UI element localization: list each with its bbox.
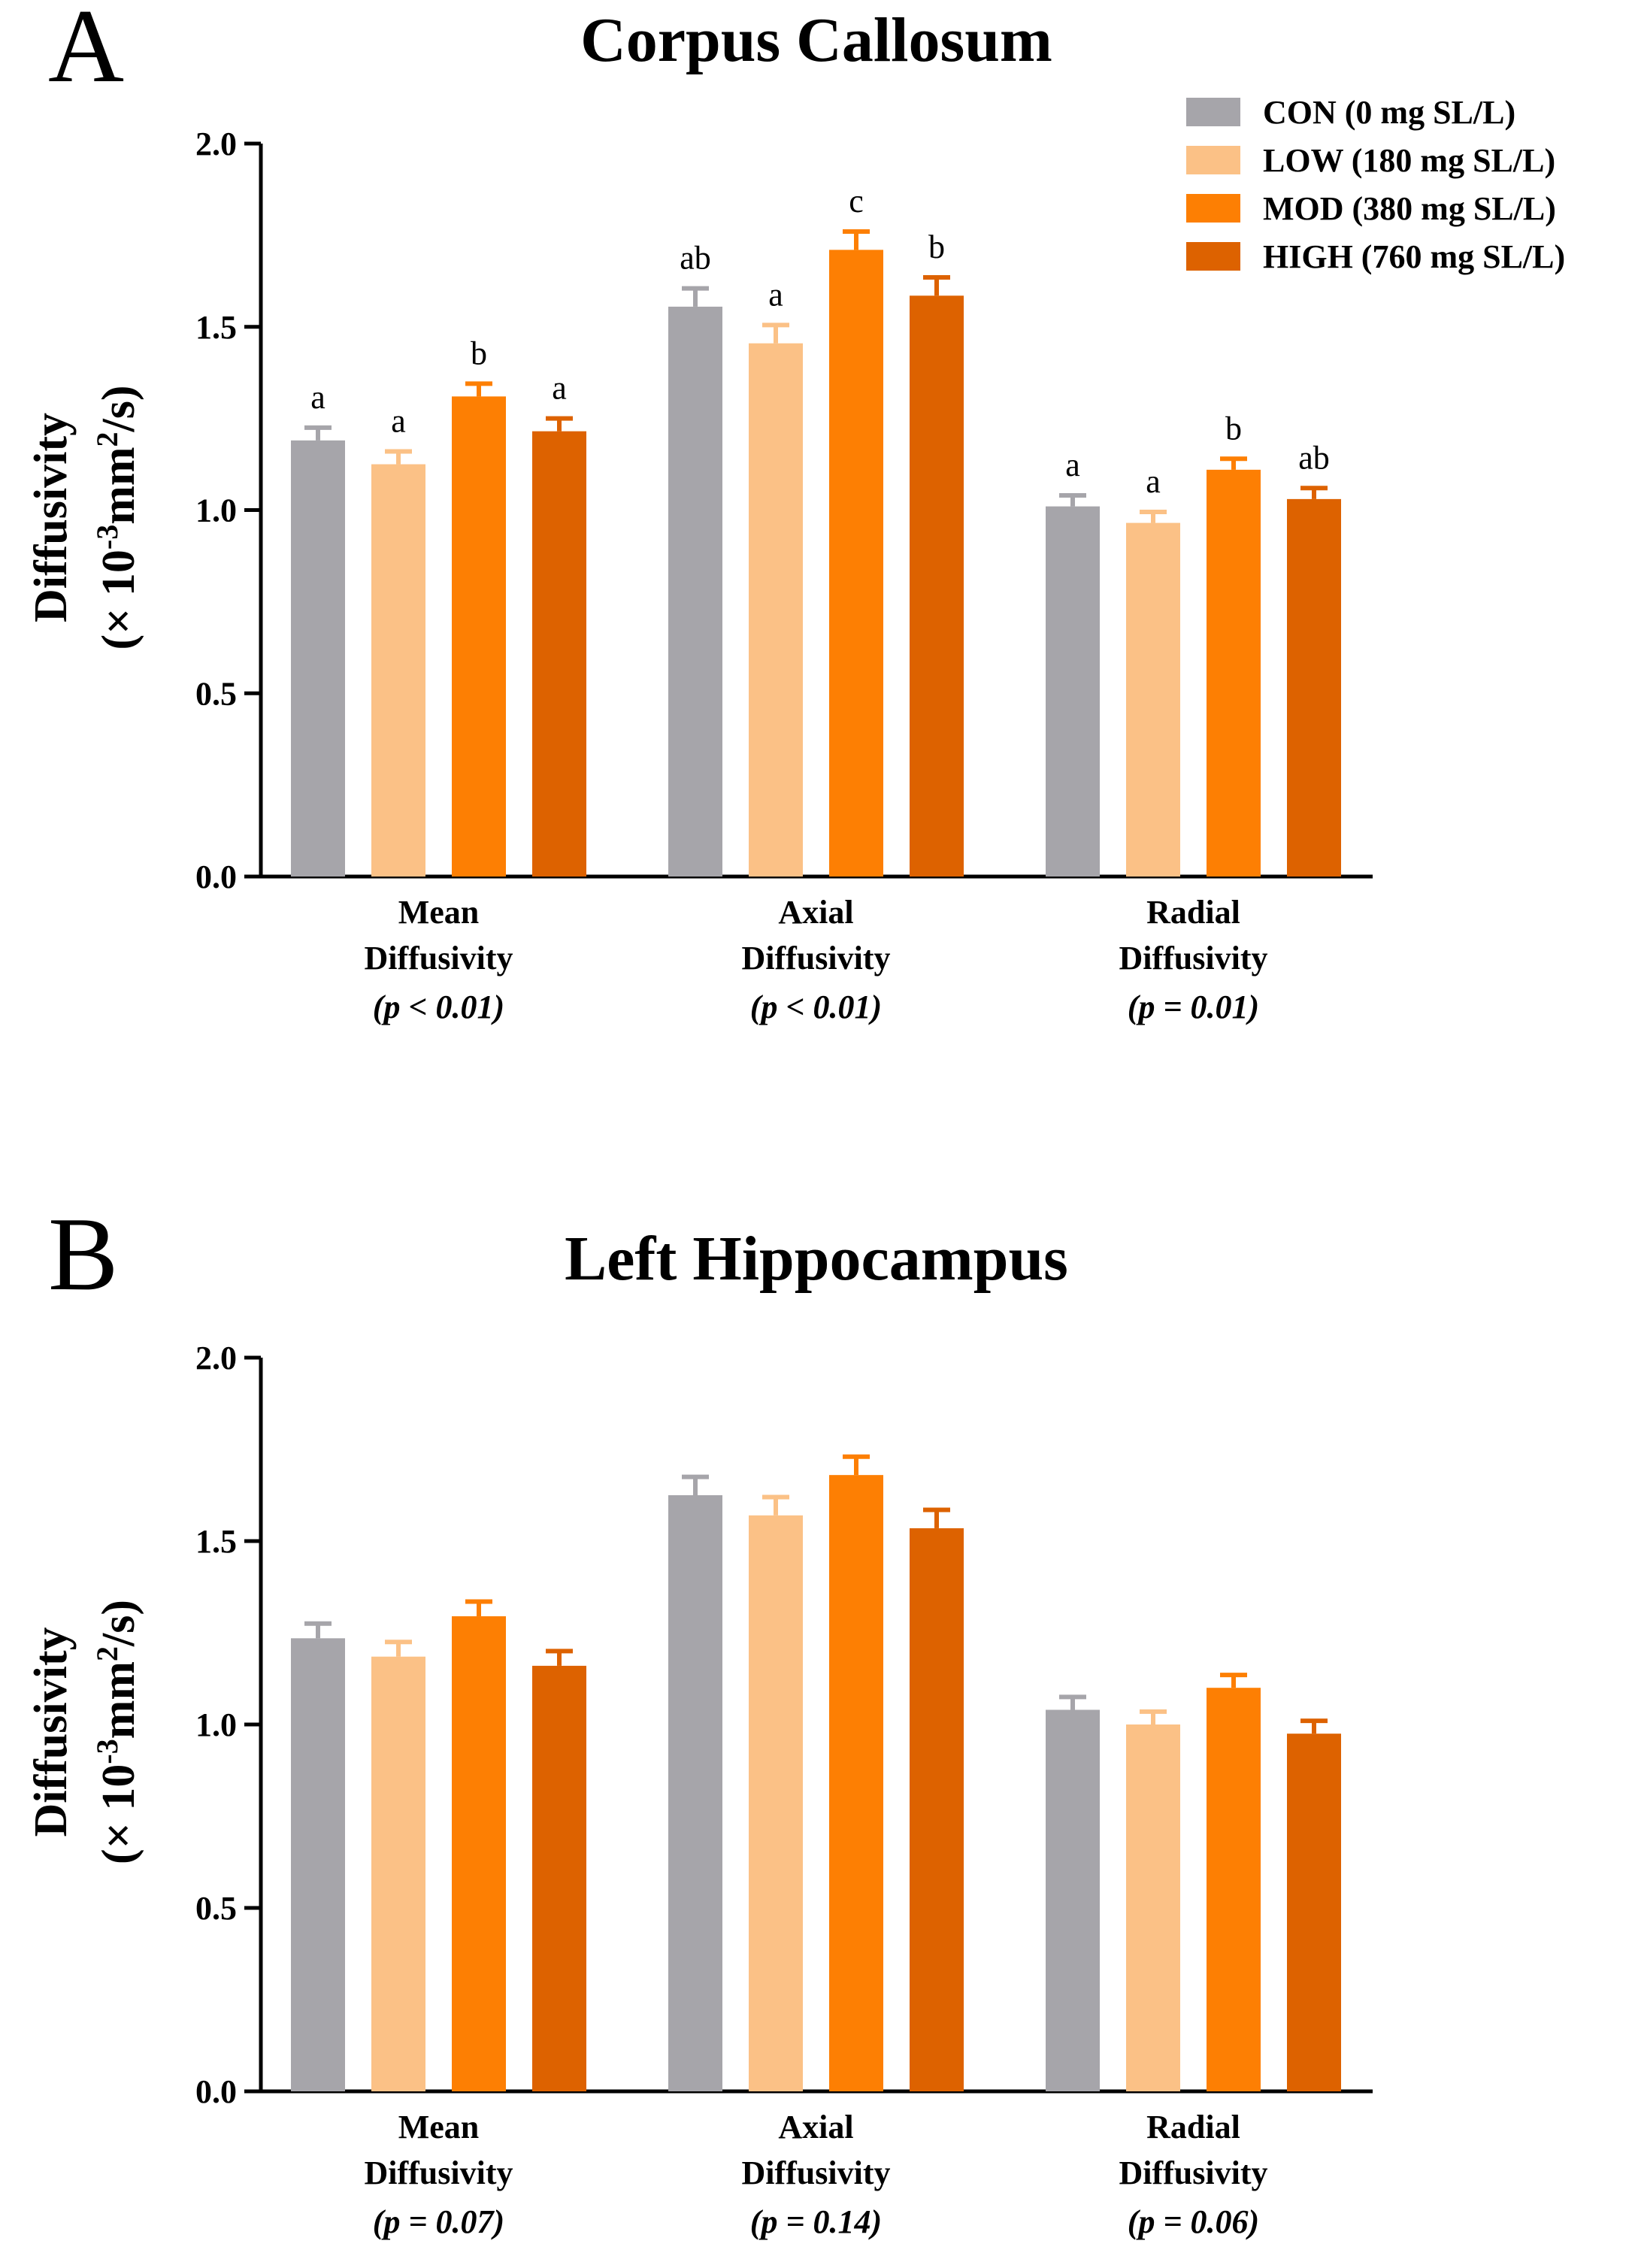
category-label-line1: Axial xyxy=(778,2109,853,2145)
category-pvalue: (p < 0.01) xyxy=(373,989,504,1025)
category-label-line1: Radial xyxy=(1146,2109,1240,2145)
category-pvalue: (p = 0.07) xyxy=(373,2203,504,2240)
y-tick-label: 1.0 xyxy=(195,1706,237,1743)
bar xyxy=(910,295,964,877)
y-tick-label: 1.0 xyxy=(195,492,237,529)
y-tick-label: 0.5 xyxy=(195,1890,237,1927)
bar xyxy=(1207,469,1261,877)
bar xyxy=(1126,1724,1180,2091)
bar xyxy=(371,1656,425,2091)
significance-letter: ab xyxy=(1298,439,1330,476)
bar xyxy=(1207,1688,1261,2091)
legend: CON (0 mg SL/L) LOW (180 mg SL/L) MOD (380… xyxy=(1186,94,1565,275)
legend-label: LOW (180 mg SL/L) xyxy=(1263,142,1555,179)
significance-letter: a xyxy=(310,379,325,416)
bar xyxy=(749,343,803,877)
bar xyxy=(532,431,586,877)
legend-swatch xyxy=(1186,146,1240,174)
significance-letter: c xyxy=(849,183,864,220)
bar xyxy=(532,1665,586,2091)
y-tick-label: 1.5 xyxy=(195,309,237,346)
category-label-line1: Mean xyxy=(398,2109,480,2145)
bar xyxy=(1287,498,1341,877)
bar xyxy=(452,396,506,877)
bar xyxy=(910,1528,964,2091)
y-axis-title-line1: Diffusivity xyxy=(26,1628,77,1837)
legend-swatch xyxy=(1186,194,1240,223)
category-label-line2: Diffusivity xyxy=(365,940,513,977)
bar xyxy=(291,1638,345,2091)
y-axis-title-line1: Diffusivity xyxy=(26,413,77,622)
legend-label: MOD (380 mg SL/L) xyxy=(1263,190,1556,227)
bar xyxy=(291,440,345,877)
significance-letter: a xyxy=(552,370,567,407)
y-axis-title-part: (× 10 xyxy=(93,550,144,650)
category-label-line2: Diffusivity xyxy=(742,940,891,977)
bar xyxy=(1287,1734,1341,2091)
panel-a-title: Corpus Callosum xyxy=(580,5,1052,75)
category-label-line1: Radial xyxy=(1146,894,1240,931)
category-label-line2: Diffusivity xyxy=(365,2154,513,2191)
bar xyxy=(829,1475,883,2091)
bar xyxy=(1046,1709,1100,2091)
bar xyxy=(668,1495,722,2091)
bar xyxy=(371,464,425,877)
panel-a-plot: 0.0 0.5 1.0 1.5 2.0 Diffusivity (× 10-3mm2/s) a… xyxy=(26,94,1565,1025)
bar xyxy=(1126,522,1180,877)
panel-b-title: Left Hippocampus xyxy=(565,1224,1068,1294)
y-tick-label: 2.0 xyxy=(195,126,237,162)
bar xyxy=(452,1616,506,2091)
significance-letter: b xyxy=(1225,410,1242,447)
significance-letter: a xyxy=(1065,447,1080,483)
legend-swatch xyxy=(1186,242,1240,271)
panel-a-letter: A xyxy=(48,0,124,104)
significance-letter: a xyxy=(1146,463,1161,500)
category-label-line2: Diffusivity xyxy=(1119,2154,1268,2191)
panel-b-letter: B xyxy=(48,1196,118,1313)
legend-swatch xyxy=(1186,98,1240,126)
y-tick-label: 2.0 xyxy=(195,1340,237,1376)
category-pvalue: (p = 0.06) xyxy=(1128,2203,1259,2240)
y-axis-title-part: /s) xyxy=(93,1600,144,1647)
y-axis-title-part: /s) xyxy=(93,385,144,432)
category-pvalue: (p = 0.01) xyxy=(1128,989,1259,1025)
panel-b-plot: 0.0 0.5 1.0 1.5 2.0 Diffusivity (× 10-3mm2/s) M… xyxy=(26,1340,1373,2240)
bar xyxy=(668,306,722,877)
y-tick-label: 0.0 xyxy=(195,2073,237,2110)
y-tick-label: 0.0 xyxy=(195,858,237,895)
bar xyxy=(829,250,883,877)
y-axis-title-part: mm xyxy=(93,1661,144,1739)
significance-letter: b xyxy=(471,335,487,371)
significance-letter: a xyxy=(768,276,783,313)
y-axis-title-part: -3 xyxy=(90,1739,124,1764)
legend-label: HIGH (760 mg SL/L) xyxy=(1263,238,1565,275)
category-label-line2: Diffusivity xyxy=(742,2154,891,2191)
significance-letter: a xyxy=(391,403,406,440)
y-tick-label: 0.5 xyxy=(195,675,237,712)
significance-letter: ab xyxy=(680,240,711,277)
y-axis-title-line2: (× 10-3mm2/s) xyxy=(90,385,144,650)
category-label-line1: Mean xyxy=(398,894,480,931)
y-axis-title-part: 2 xyxy=(90,1646,124,1661)
y-axis-title-part: (× 10 xyxy=(93,1764,144,1864)
category-label-line1: Axial xyxy=(778,894,853,931)
significance-letter: b xyxy=(928,229,945,265)
legend-label: CON (0 mg SL/L) xyxy=(1263,94,1515,131)
y-axis-title-part: -3 xyxy=(90,525,124,550)
bar xyxy=(749,1515,803,2091)
category-label-line2: Diffusivity xyxy=(1119,940,1268,977)
category-pvalue: (p < 0.01) xyxy=(750,989,882,1025)
y-axis-title-line2: (× 10-3mm2/s) xyxy=(90,1600,144,1864)
y-axis-title-part: mm xyxy=(93,447,144,524)
bar xyxy=(1046,506,1100,877)
y-tick-label: 1.5 xyxy=(195,1523,237,1560)
panel-b: B Left Hippocampus 0.0 0.5 1.0 1.5 2.0 Diffus… xyxy=(26,1196,1373,2240)
category-pvalue: (p = 0.14) xyxy=(750,2203,882,2240)
panel-a: A Corpus Callosum 0.0 0.5 1.0 1.5 2.0 Diffusi… xyxy=(26,0,1565,1025)
y-axis-title-part: 2 xyxy=(90,431,124,447)
